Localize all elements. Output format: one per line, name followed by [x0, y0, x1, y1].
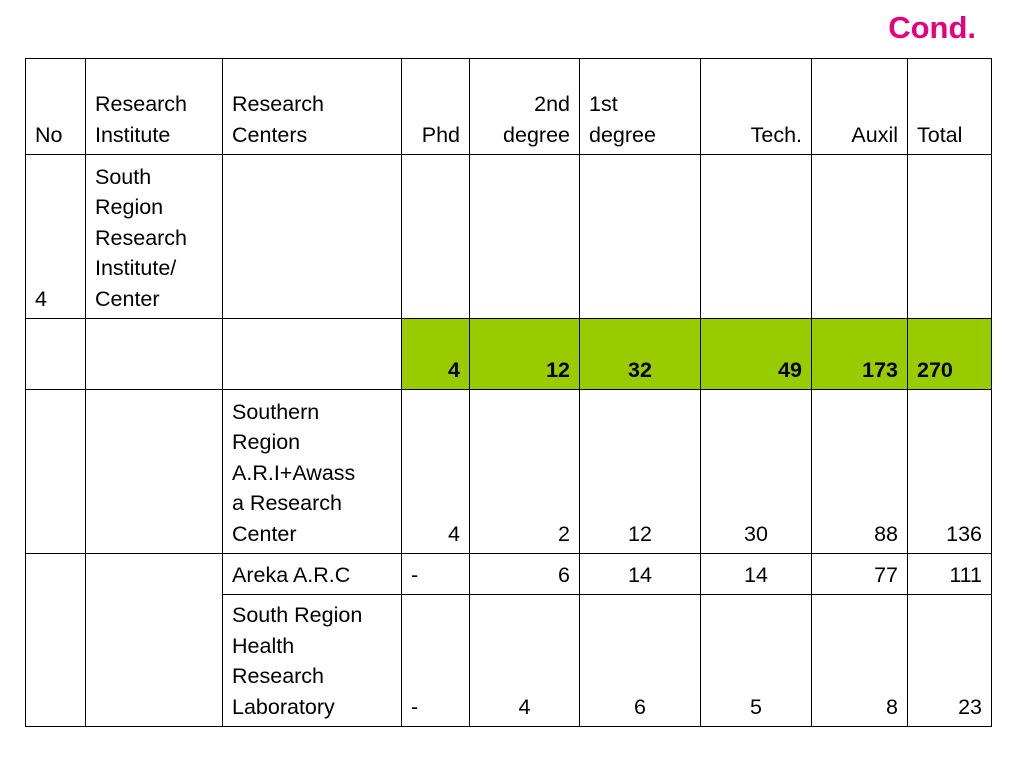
tech-value: 5	[700, 594, 812, 727]
empty-cell	[700, 154, 812, 319]
empty-cell	[25, 318, 86, 390]
header-centers: Research Centers	[222, 58, 402, 155]
empty-cell	[469, 154, 580, 319]
subtotal-phd: 4	[401, 318, 470, 390]
table-row: Areka A.R.C - 6 14 14 77 111	[25, 553, 992, 727]
empty-cell	[907, 154, 992, 319]
tech-value: 30	[700, 389, 812, 554]
header-no: No	[25, 58, 86, 155]
subtotal-total: 270	[907, 318, 992, 390]
header-first-degree: 1st degree	[579, 58, 701, 155]
empty-cell	[579, 154, 701, 319]
second-degree-value: 6	[469, 553, 580, 595]
center-name: South Region Health Research Laboratory	[222, 594, 402, 727]
phd-value: 4	[401, 389, 470, 554]
header-row: No Research Institute Research Centers P…	[25, 58, 992, 155]
subtotal-row: 4 12 32 49 173 270	[25, 318, 992, 390]
institute-row: 4 South Region Research Institute/ Cente…	[25, 154, 992, 319]
phd-value: -	[401, 553, 470, 595]
tech-value: 14	[700, 553, 812, 595]
empty-cell	[85, 318, 223, 390]
header-auxil: Auxil	[811, 58, 908, 155]
header-phd: Phd	[401, 58, 470, 155]
empty-cell	[222, 154, 402, 319]
phd-value: -	[401, 594, 470, 727]
subtotal-second-degree: 12	[469, 318, 580, 390]
table-row: Southern Region A.R.I+Awass a Research C…	[25, 389, 992, 554]
total-value: 23	[907, 594, 992, 727]
header-second-degree: 2nd degree	[469, 58, 580, 155]
empty-cell	[401, 154, 470, 319]
total-value: 111	[907, 553, 992, 595]
second-degree-value: 2	[469, 389, 580, 554]
total-value: 136	[907, 389, 992, 554]
second-degree-value: 4	[469, 594, 580, 727]
subtotal-tech: 49	[700, 318, 812, 390]
auxil-value: 8	[811, 594, 908, 727]
auxil-value: 88	[811, 389, 908, 554]
header-institute: Research Institute	[85, 58, 223, 155]
empty-cell	[222, 318, 402, 390]
empty-cell	[85, 553, 223, 727]
staff-table: No Research Institute Research Centers P…	[25, 58, 992, 727]
slide-title: Cond.	[888, 10, 976, 45]
table-row: South Region Health Research Laboratory …	[26, 594, 992, 727]
subtotal-first-degree: 32	[579, 318, 701, 390]
first-degree-value: 14	[579, 553, 701, 595]
first-degree-value: 12	[579, 389, 701, 554]
center-name: Areka A.R.C	[222, 553, 402, 595]
institute-no: 4	[25, 154, 86, 319]
center-name: Southern Region A.R.I+Awass a Research C…	[222, 389, 402, 554]
empty-cell	[25, 389, 86, 554]
auxil-value: 77	[811, 553, 908, 595]
first-degree-value: 6	[579, 594, 701, 727]
empty-cell	[811, 154, 908, 319]
header-total: Total	[907, 58, 992, 155]
header-tech: Tech.	[700, 58, 812, 155]
empty-cell	[25, 553, 86, 727]
empty-cell	[85, 389, 223, 554]
subtotal-auxil: 173	[811, 318, 908, 390]
institute-name: South Region Research Institute/ Center	[85, 154, 223, 319]
